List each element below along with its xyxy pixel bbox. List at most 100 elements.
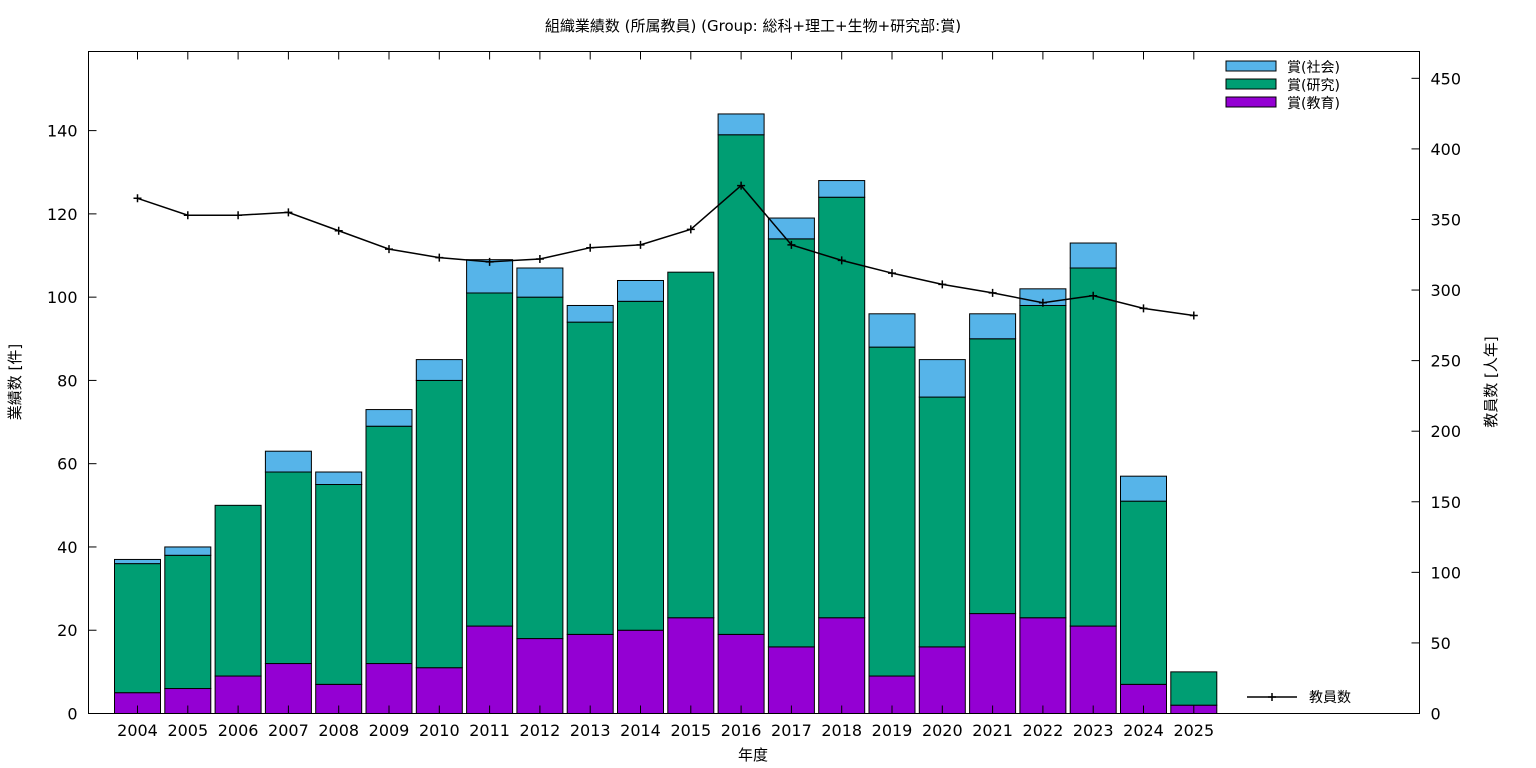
ytick-label-40: 40 <box>57 538 77 557</box>
bar-1-2014 <box>617 300 664 631</box>
bar-1-2021 <box>969 338 1017 615</box>
legend-swatch-1 <box>1225 78 1277 90</box>
legend-line-label: 教員数 <box>1309 690 1351 706</box>
point-2011 <box>485 257 494 266</box>
bar-1-2004 <box>114 563 161 694</box>
point-2018 <box>837 256 846 265</box>
point-2024 <box>1139 304 1148 313</box>
bar-1-2024 <box>1120 500 1167 685</box>
legend-swatch-2 <box>1225 96 1277 108</box>
xtick-label-2023: 2023 <box>1073 721 1114 740</box>
xtick-label-2014: 2014 <box>620 721 661 740</box>
bar-1-2007 <box>264 471 312 665</box>
bar-2-2014 <box>617 279 664 302</box>
bar-1-2017 <box>767 238 815 648</box>
xtick-label-2013: 2013 <box>570 721 611 740</box>
bar-2-2010 <box>415 359 463 381</box>
bar-2-2024 <box>1120 475 1167 502</box>
y2tick-label-150: 150 <box>1431 493 1462 512</box>
point-2023 <box>1089 291 1098 300</box>
bar-2-2013 <box>566 304 614 323</box>
y2tick-label-0: 0 <box>1431 705 1441 724</box>
xtick-label-2006: 2006 <box>218 721 259 740</box>
xtick-label-2024: 2024 <box>1123 721 1164 740</box>
bar-0-2014 <box>617 629 664 714</box>
bar-1-2009 <box>365 425 413 665</box>
bar-2-2007 <box>264 450 312 473</box>
point-2010 <box>435 253 444 262</box>
ytick-label-140: 140 <box>47 122 78 141</box>
ytick-label-0: 0 <box>67 705 77 724</box>
xtick-label-2017: 2017 <box>771 721 812 740</box>
point-2014 <box>636 240 645 249</box>
ytick-label-100: 100 <box>47 288 78 307</box>
legend: 賞(社会) 賞(研究) 賞(教育) 教員数 <box>1225 60 1351 706</box>
y2tick-label-50: 50 <box>1431 634 1451 653</box>
point-2025 <box>1189 311 1198 320</box>
bar-1-2012 <box>516 296 564 640</box>
ytick-label-20: 20 <box>57 621 77 640</box>
point-2007 <box>284 208 293 217</box>
legend-label-1: 賞(研究) <box>1287 78 1340 94</box>
plot-frame <box>88 51 1420 714</box>
xtick-label-2009: 2009 <box>369 721 410 740</box>
bar-1-2015 <box>667 271 715 619</box>
bar-0-2020 <box>918 646 966 715</box>
point-2012 <box>535 254 544 263</box>
bar-2-2004 <box>114 558 161 565</box>
xtick-label-2019: 2019 <box>872 721 913 740</box>
bar-0-2017 <box>767 646 815 715</box>
y2tick-label-100: 100 <box>1431 563 1462 582</box>
xtick-label-2025: 2025 <box>1173 721 1214 740</box>
bar-1-2016 <box>717 134 765 635</box>
ticks-group: 0 20 40 60 80 100 120 140 0 50 100 150 200 250 300 350 4… <box>47 51 1462 740</box>
xtick-label-2008: 2008 <box>318 721 359 740</box>
bar-0-2018 <box>818 617 866 715</box>
line-group <box>133 181 1198 320</box>
ytick-label-60: 60 <box>57 455 77 474</box>
point-2016 <box>737 181 746 190</box>
bar-0-2007 <box>264 663 312 714</box>
bar-0-2013 <box>566 633 614 714</box>
ytick-label-80: 80 <box>57 371 77 390</box>
y2tick-label-250: 250 <box>1431 352 1462 371</box>
legend-label-2: 賞(教育) <box>1287 96 1340 112</box>
bar-1-2023 <box>1069 267 1117 627</box>
bar-1-2025 <box>1170 671 1218 706</box>
legend-label-0: 賞(社会) <box>1287 60 1340 76</box>
xtick-label-2005: 2005 <box>167 721 208 740</box>
point-2021 <box>988 288 997 297</box>
xtick-label-2010: 2010 <box>419 721 460 740</box>
y2-axis-label: 教員数 [人年] <box>1482 336 1500 427</box>
point-2020 <box>938 280 947 289</box>
point-2004 <box>133 194 142 203</box>
bar-2-2020 <box>918 359 966 398</box>
bar-2-2018 <box>818 180 866 198</box>
bar-2-2016 <box>717 113 765 136</box>
bar-1-2006 <box>214 504 262 677</box>
bar-1-2010 <box>415 379 463 669</box>
bar-0-2022 <box>1019 617 1067 715</box>
point-2022 <box>1038 298 1047 307</box>
y2tick-label-200: 200 <box>1431 422 1462 441</box>
xtick-label-2016: 2016 <box>721 721 762 740</box>
bar-1-2020 <box>918 396 966 648</box>
y2tick-label-400: 400 <box>1431 140 1462 159</box>
xtick-label-2021: 2021 <box>972 721 1013 740</box>
bar-2-2005 <box>164 546 212 556</box>
bar-2-2012 <box>516 267 564 298</box>
chart-title: 組織業績数 (所属教員) (Group: 総科+理工+生物+研究部:賞) <box>545 17 961 35</box>
bar-0-2015 <box>667 617 715 715</box>
point-2006 <box>234 211 243 220</box>
ytick-label-120: 120 <box>47 205 78 224</box>
bar-1-2019 <box>868 346 916 677</box>
bar-1-2011 <box>466 292 514 627</box>
point-2013 <box>586 243 595 252</box>
xtick-label-2018: 2018 <box>821 721 862 740</box>
bar-2-2019 <box>868 313 916 348</box>
bar-0-2011 <box>466 625 514 714</box>
bar-2-2023 <box>1069 242 1117 269</box>
xtick-label-2012: 2012 <box>520 721 561 740</box>
point-2008 <box>334 226 343 235</box>
